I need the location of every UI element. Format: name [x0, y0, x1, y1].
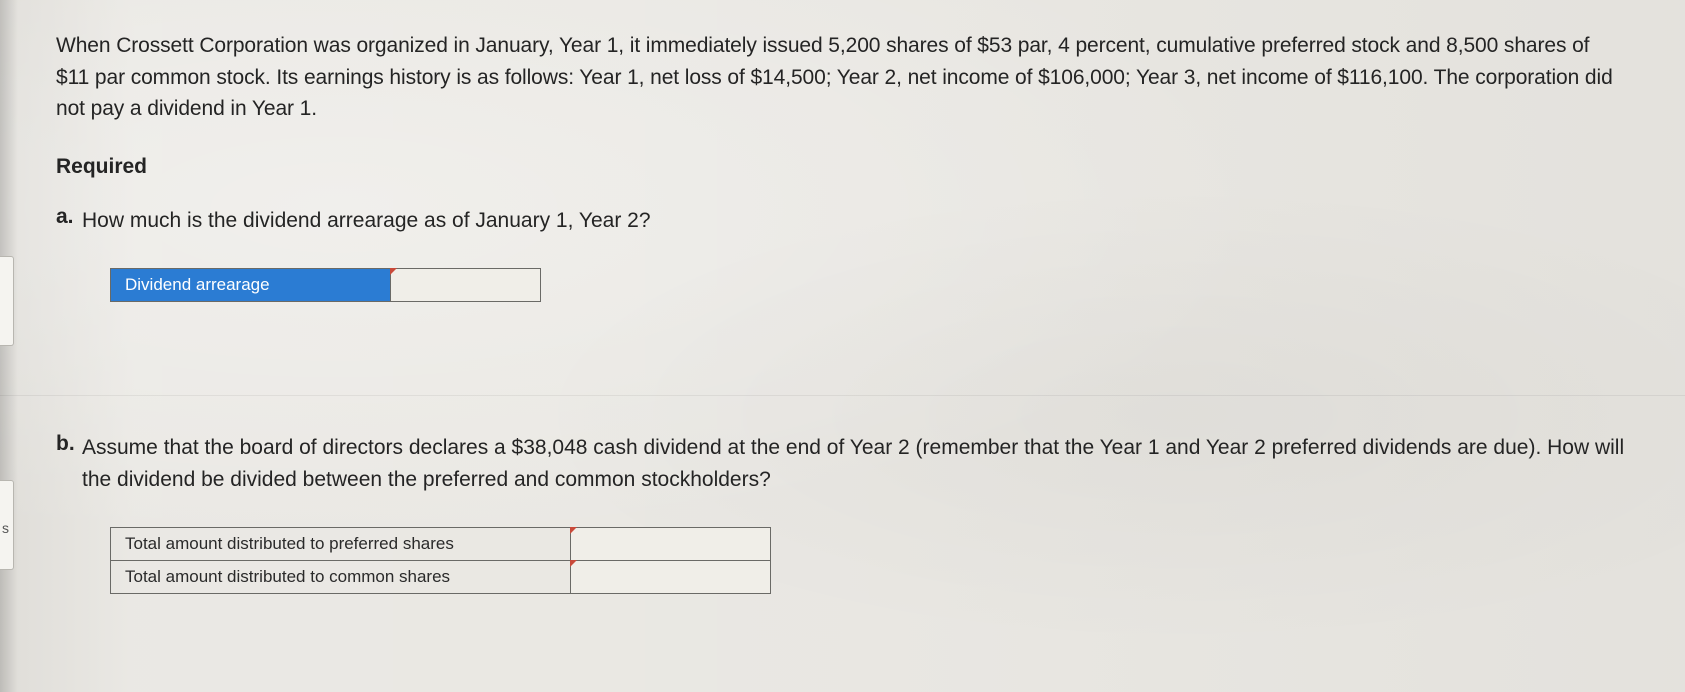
input-marker-icon [570, 527, 577, 534]
preferred-shares-label: Total amount distributed to preferred sh… [111, 528, 571, 561]
table-row: Total amount distributed to preferred sh… [111, 528, 771, 561]
question-b: b. Assume that the board of directors de… [56, 432, 1625, 495]
table-row: Dividend arrearage [111, 269, 541, 302]
common-shares-label: Total amount distributed to common share… [111, 561, 571, 594]
question-b-marker: b. [56, 432, 82, 495]
question-b-text: Assume that the board of directors decla… [82, 432, 1625, 495]
table-row: Total amount distributed to common share… [111, 561, 771, 594]
input-marker-icon [390, 268, 397, 275]
question-a-marker: a. [56, 205, 82, 237]
question-content: When Crossett Corporation was organized … [0, 0, 1685, 624]
common-shares-input[interactable] [571, 561, 771, 594]
answer-table-a: Dividend arrearage [110, 268, 541, 302]
dividend-arrearage-label: Dividend arrearage [111, 269, 391, 302]
question-a-text: How much is the dividend arrearage as of… [82, 205, 651, 237]
dividend-arrearage-input[interactable] [391, 269, 541, 302]
preferred-shares-input[interactable] [571, 528, 771, 561]
intro-paragraph: When Crossett Corporation was organized … [56, 30, 1625, 125]
question-a: a. How much is the dividend arrearage as… [56, 205, 1625, 237]
answer-table-b: Total amount distributed to preferred sh… [110, 527, 771, 594]
required-heading: Required [56, 155, 1625, 179]
input-marker-icon [570, 560, 577, 567]
